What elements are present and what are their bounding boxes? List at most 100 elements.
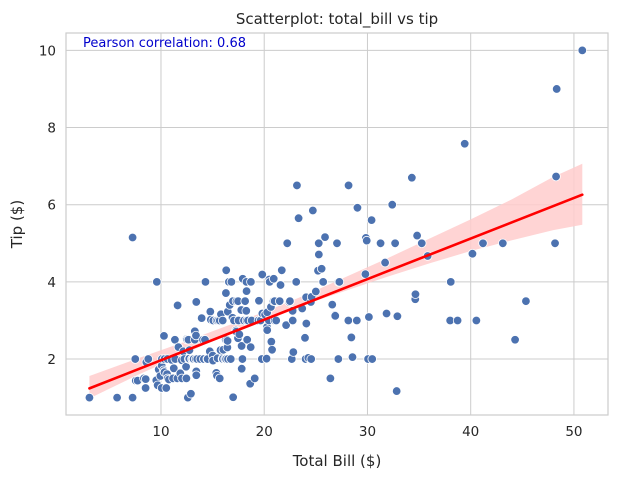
data-point [257,269,267,280]
data-point [191,297,201,307]
data-point [269,274,279,284]
data-point [237,363,247,374]
data-point [343,315,354,326]
data-point [467,249,478,259]
data-point [471,315,482,326]
regression-layer [88,193,584,390]
data-point [352,203,363,213]
data-point [550,238,560,248]
data-point [84,392,95,403]
data-point [417,238,427,248]
x-tick-label: 40 [462,424,479,440]
data-point [478,238,488,248]
data-point [266,336,277,347]
y-tick-label: 4 [47,275,56,291]
y-axis-label: Tip ($) [8,200,26,249]
x-tick-label: 10 [152,424,169,440]
data-point [140,383,151,393]
data-point [140,374,151,384]
data-point [228,392,238,402]
data-point [254,296,264,306]
data-point [521,296,531,306]
data-point [241,286,252,296]
regression-line [88,193,584,390]
points-layer [84,45,587,403]
data-point [241,306,251,316]
data-point [240,296,250,306]
data-point [205,306,216,317]
data-point [460,139,470,149]
data-point [390,238,400,248]
data-point [127,392,138,403]
data-point [300,333,310,343]
y-tick-label: 2 [47,352,56,368]
data-point [250,373,260,384]
x-tick-label: 30 [359,424,376,440]
data-point [181,362,191,372]
data-point [181,373,192,384]
data-point [332,238,342,248]
data-point [510,335,520,345]
data-point [285,296,295,306]
data-point [381,308,392,319]
data-point [281,320,291,330]
x-axis-label: Total Bill ($) [292,452,382,470]
data-point [380,257,390,268]
data-point [277,265,287,276]
data-point [245,342,256,352]
data-point [218,315,228,326]
data-point [387,200,397,210]
data-point [127,232,138,243]
data-point [314,249,324,260]
data-point [215,373,225,384]
data-point [391,386,402,396]
x-tick-label: 20 [256,424,273,440]
data-point [412,230,422,241]
data-point [316,264,327,274]
data-point [200,277,211,287]
data-point [191,370,201,380]
spines [65,32,609,416]
chart-title: Scatterplot: total_bill vs tip [236,10,438,29]
data-point [222,336,233,346]
data-point [333,354,344,364]
data-point [352,315,362,326]
data-point [452,315,463,326]
data-point [282,238,292,248]
data-point [551,171,561,182]
data-point [143,354,153,364]
data-point [334,277,345,287]
data-point [275,296,285,306]
data-point [364,312,374,322]
data-point [301,318,312,329]
data-point [292,180,302,191]
data-point [410,289,421,299]
data-point [246,277,256,287]
data-point [261,353,272,364]
data-point [498,238,508,248]
pearson-annotation: Pearson correlation: 0.68 [83,36,246,51]
data-point [347,352,358,362]
data-point [407,172,417,183]
data-point [288,347,299,357]
data-point [293,213,304,223]
data-point [308,205,318,216]
data-point [226,354,236,364]
y-tick-label: 8 [47,121,56,137]
data-point [362,235,372,246]
data-point [366,215,377,225]
data-point [446,277,456,287]
data-point [262,325,272,335]
data-point [236,341,247,351]
data-point [130,354,140,364]
data-point [196,313,207,323]
data-point [161,383,171,393]
data-point [186,389,196,399]
data-point [159,331,169,341]
data-point [237,354,248,364]
data-point [275,280,286,290]
y-axis-ticks: 2 4 6 8 10 [39,43,56,368]
data-point [169,363,179,374]
y-tick-label: 10 [39,43,56,59]
